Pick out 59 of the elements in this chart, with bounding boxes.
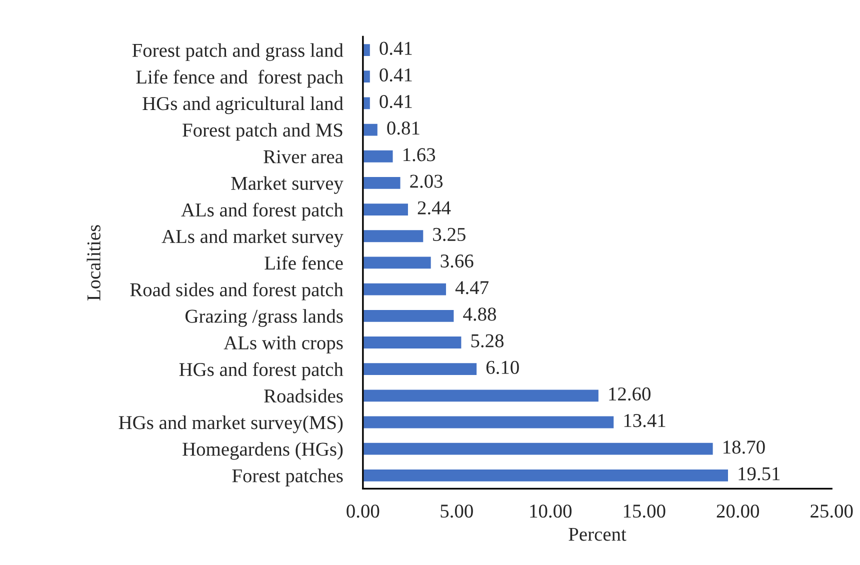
- data-label: 1.63: [404, 148, 436, 162]
- y-tick-label: Forest patch and MS: [182, 123, 342, 141]
- bar: [362, 282, 448, 297]
- data-label: 12.60: [609, 387, 650, 401]
- bar: [362, 149, 394, 164]
- data-label: 0.81: [387, 122, 420, 135]
- data-label: 4.88: [463, 308, 496, 321]
- data-label: 13.41: [624, 414, 666, 428]
- data-label: 0.41: [380, 42, 412, 55]
- bar: [362, 388, 600, 404]
- data-label: 0.41: [380, 68, 412, 82]
- y-tick-label: Life fence: [264, 256, 343, 270]
- x-tick-label: 25.00: [810, 504, 853, 518]
- data-label: 19.51: [738, 467, 780, 480]
- x-tick-label: 5.00: [440, 504, 473, 518]
- data-label: 2.44: [418, 201, 451, 214]
- bar: [362, 442, 714, 456]
- x-tick-label: 20.00: [716, 504, 760, 518]
- y-tick-label: ALs and market survey: [162, 229, 344, 248]
- data-label: 3.25: [433, 228, 466, 242]
- bar: [362, 96, 372, 111]
- data-label: 5.28: [471, 334, 504, 348]
- y-tick-label: HGs and market survey(MS): [118, 416, 343, 434]
- bar: [362, 362, 478, 376]
- bar: [362, 335, 463, 350]
- data-label: 3.66: [440, 254, 474, 268]
- data-label: 2.03: [410, 174, 443, 188]
- bar: [362, 176, 402, 190]
- y-tick-label: ALs with crops: [224, 336, 343, 354]
- data-label: 0.41: [380, 94, 412, 108]
- y-tick-label: Road sides and forest patch: [130, 282, 344, 300]
- y-tick-label: Market survey: [231, 176, 344, 194]
- data-label: 6.10: [486, 360, 519, 374]
- y-tick-label: Homegardens (HGs): [182, 442, 343, 460]
- bar: [362, 122, 379, 138]
- bar: [362, 69, 372, 84]
- bar: [362, 308, 456, 324]
- bar: [362, 202, 410, 217]
- bar: [362, 228, 425, 244]
- x-tick-label: 15.00: [624, 504, 666, 518]
- data-label: 18.70: [724, 440, 765, 454]
- y-tick-label: Grazing /grass lands: [186, 309, 343, 327]
- y-axis-title: Localities: [86, 225, 100, 300]
- y-tick-label: Forest patches: [232, 468, 343, 486]
- x-tick-label: 10.00: [530, 504, 572, 518]
- y-tick-label: ALs and forest patch: [181, 202, 344, 221]
- x-tick-label: 0.00: [346, 504, 380, 518]
- bar: [362, 468, 730, 483]
- y-tick-label: HGs and agricultural land: [142, 96, 344, 114]
- x-axis-title: Percent: [568, 528, 626, 541]
- y-tick-label: HGs and forest patch: [179, 362, 344, 380]
- bar: [362, 255, 432, 270]
- y-tick-label: Life fence and forest pach: [136, 70, 344, 88]
- y-tick-label: Roadsides: [264, 388, 343, 403]
- data-label: 4.47: [455, 281, 489, 294]
- bar: [362, 414, 616, 430]
- y-tick-label: Forest patch and grass land: [132, 43, 344, 61]
- bar: [362, 42, 372, 58]
- y-tick-label: River area: [264, 150, 344, 164]
